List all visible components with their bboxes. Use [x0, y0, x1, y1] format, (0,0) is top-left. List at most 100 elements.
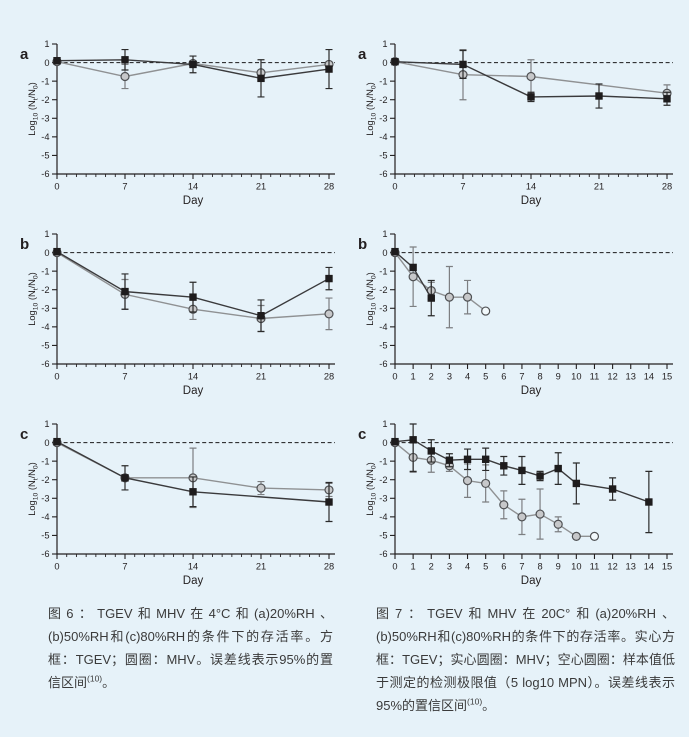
svg-text:-3: -3 [41, 303, 49, 313]
captions-row: 图6：TGEV和MHV在4°C和(a)20%RH、(b)50%RH和(c)80%… [8, 602, 681, 717]
svg-text:-5: -5 [379, 531, 387, 541]
chart-row-b: b Log10 (Nt/N0) 1 0 -1 -2 -3 -4 -5 -6 0 7 14 21 28 Day … [8, 214, 681, 404]
svg-text:7: 7 [519, 372, 524, 382]
svg-text:-1: -1 [379, 456, 387, 466]
svg-text:-2: -2 [379, 95, 387, 105]
svg-text:1: 1 [411, 372, 416, 382]
svg-text:0: 0 [392, 372, 397, 382]
svg-text:0: 0 [54, 562, 59, 572]
svg-text:0: 0 [44, 248, 49, 258]
svg-text:0: 0 [392, 562, 397, 572]
caption-fig7-ref: (10) [467, 696, 483, 707]
caption-fig7-text: 图7：TGEV和MHV在20C°和(a)20%RH、(b)50%RH和(c)80… [376, 606, 675, 713]
svg-text:-6: -6 [379, 549, 387, 559]
caption-fig6-text: 图6：TGEV和MHV在4°C和(a)20%RH、(b)50%RH和(c)80%… [48, 606, 333, 690]
svg-text:3: 3 [447, 562, 452, 572]
svg-text:15: 15 [662, 562, 672, 572]
svg-text:-2: -2 [379, 285, 387, 295]
svg-text:-6: -6 [379, 169, 387, 179]
svg-text:21: 21 [256, 562, 266, 572]
svg-text:b: b [20, 236, 29, 253]
svg-text:28: 28 [324, 562, 334, 572]
svg-text:Log10 (Nt/N0): Log10 (Nt/N0) [365, 462, 378, 516]
svg-text:-4: -4 [41, 132, 49, 142]
svg-text:1: 1 [411, 562, 416, 572]
caption-fig7-body: 图7：TGEV和MHV在20C°和(a)20%RH、(b)50%RH和(c)80… [376, 602, 675, 717]
svg-text:8: 8 [537, 372, 542, 382]
svg-text:c: c [20, 426, 28, 443]
caption-fig7: 图7：TGEV和MHV在20C°和(a)20%RH、(b)50%RH和(c)80… [346, 602, 681, 717]
svg-text:-2: -2 [41, 285, 49, 295]
svg-text:-4: -4 [379, 322, 387, 332]
svg-text:Day: Day [521, 385, 542, 397]
svg-text:-4: -4 [379, 132, 387, 142]
svg-text:-5: -5 [41, 151, 49, 161]
svg-text:4: 4 [465, 372, 470, 382]
svg-text:21: 21 [256, 182, 266, 192]
svg-text:-3: -3 [41, 113, 49, 123]
svg-text:2: 2 [429, 562, 434, 572]
svg-text:9: 9 [556, 562, 561, 572]
svg-text:-6: -6 [41, 359, 49, 369]
svg-text:-5: -5 [379, 341, 387, 351]
svg-text:-3: -3 [379, 303, 387, 313]
svg-text:7: 7 [122, 372, 127, 382]
svg-text:-2: -2 [41, 95, 49, 105]
svg-text:0: 0 [392, 182, 397, 192]
chart-fig7b-container: b Log10 (Nt/N0) 1 0 -1 -2 -3 -4 -5 -6 0 1 2 3 4 5 6 7 8 9 10… [346, 214, 681, 404]
caption-fig6: 图6：TGEV和MHV在4°C和(a)20%RH、(b)50%RH和(c)80%… [8, 602, 343, 717]
svg-text:0: 0 [54, 182, 59, 192]
svg-text:-1: -1 [41, 266, 49, 276]
svg-text:15: 15 [662, 372, 672, 382]
svg-text:b: b [358, 236, 367, 253]
svg-text:-6: -6 [41, 549, 49, 559]
svg-text:-6: -6 [41, 169, 49, 179]
svg-text:Log10 (Nt/N0): Log10 (Nt/N0) [365, 272, 378, 326]
svg-text:7: 7 [122, 182, 127, 192]
svg-text:Log10 (Nt/N0): Log10 (Nt/N0) [27, 462, 40, 516]
svg-text:11: 11 [590, 562, 600, 572]
svg-text:7: 7 [122, 562, 127, 572]
svg-text:3: 3 [447, 372, 452, 382]
svg-text:0: 0 [54, 372, 59, 382]
svg-text:-4: -4 [41, 512, 49, 522]
svg-text:5: 5 [483, 562, 488, 572]
svg-text:10: 10 [571, 562, 581, 572]
svg-text:14: 14 [188, 372, 198, 382]
svg-text:-3: -3 [379, 493, 387, 503]
svg-text:6: 6 [501, 372, 506, 382]
svg-text:8: 8 [537, 562, 542, 572]
svg-text:0: 0 [44, 438, 49, 448]
svg-text:7: 7 [519, 562, 524, 572]
svg-text:2: 2 [429, 372, 434, 382]
svg-text:-3: -3 [379, 113, 387, 123]
svg-text:0: 0 [382, 58, 387, 68]
svg-text:28: 28 [324, 182, 334, 192]
svg-text:14: 14 [644, 562, 654, 572]
svg-text:12: 12 [607, 562, 617, 572]
svg-text:a: a [358, 46, 367, 63]
svg-text:13: 13 [626, 372, 636, 382]
chart-grid: a Log10 (Nt/N0) 1 0 -1 -2 -3 -4 -5 -6 0 7 14 21 28 Day … [8, 24, 681, 594]
caption-fig6-suffix: 。 [102, 675, 116, 690]
svg-text:-5: -5 [41, 531, 49, 541]
chart-fig7a: a Log10 (Nt/N0) 1 0 -1 -2 -3 -4 -5 -6 0 7 14 21 28 Day [358, 39, 673, 207]
caption-fig6-body: 图6：TGEV和MHV在4°C和(a)20%RH、(b)50%RH和(c)80%… [48, 602, 333, 694]
svg-text:4: 4 [465, 562, 470, 572]
svg-text:1: 1 [382, 229, 387, 239]
svg-text:5: 5 [483, 372, 488, 382]
svg-text:1: 1 [44, 229, 49, 239]
svg-text:a: a [20, 46, 29, 63]
svg-text:Day: Day [183, 195, 204, 207]
svg-text:Day: Day [183, 385, 204, 397]
svg-text:-2: -2 [379, 475, 387, 485]
svg-text:1: 1 [382, 39, 387, 49]
svg-text:-4: -4 [41, 322, 49, 332]
caption-fig7-suffix: 。 [482, 698, 496, 713]
svg-text:28: 28 [324, 372, 334, 382]
svg-text:1: 1 [44, 39, 49, 49]
chart-row-c: c Log10 (Nt/N0) 1 0 -1 -2 -3 -4 -5 -6 0 7 14 21 28 Day … [8, 404, 681, 594]
chart-fig7c-container: c Log10 (Nt/N0) 1 0 -1 -2 -3 -4 -5 -6 0 1 2 3 4 5 6 7 8 9 10… [346, 404, 681, 594]
